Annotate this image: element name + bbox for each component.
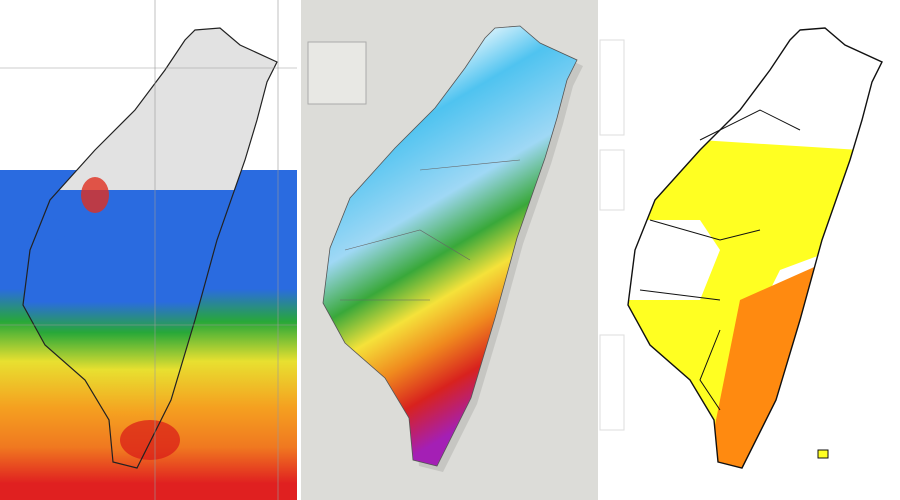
radar-panel xyxy=(0,0,301,500)
warning-panel xyxy=(599,0,900,500)
rainfall-panel xyxy=(301,0,602,500)
